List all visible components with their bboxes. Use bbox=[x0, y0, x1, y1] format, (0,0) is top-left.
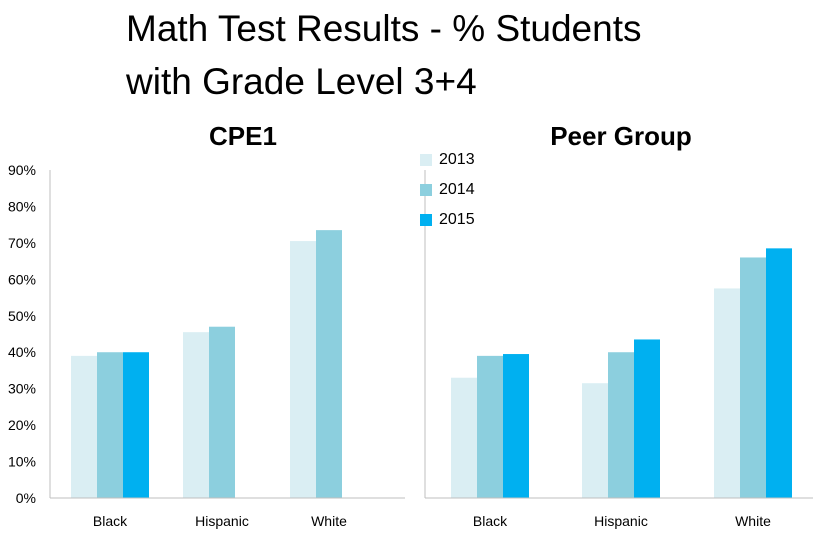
y-tick-label: 0% bbox=[16, 490, 36, 506]
bar-peer-group-2014-white bbox=[740, 257, 766, 498]
bar-peer-group-2015-black bbox=[503, 354, 529, 498]
page-title-line-1: Math Test Results - % Students bbox=[126, 8, 642, 49]
bar-peer-group-2013-black bbox=[451, 377, 477, 498]
y-tick-label: 40% bbox=[8, 344, 36, 360]
x-tick-label: White bbox=[735, 513, 771, 529]
bar-cpe1-2014-white bbox=[316, 230, 342, 498]
legend-label-2014: 2014 bbox=[439, 181, 475, 198]
page-title: Math Test Results - % Students with Grad… bbox=[126, 2, 642, 108]
x-tick-label: Black bbox=[93, 513, 128, 529]
legend-label-2015: 2015 bbox=[439, 211, 475, 228]
y-tick-label: 30% bbox=[8, 381, 36, 397]
bar-cpe1-2015-black bbox=[123, 352, 149, 498]
y-tick-label: 60% bbox=[8, 271, 36, 287]
legend-swatch-2013 bbox=[420, 154, 432, 166]
legend-swatch-2014 bbox=[420, 184, 432, 196]
bar-peer-group-2015-white bbox=[766, 248, 792, 498]
legend: 2013 2014 2015 bbox=[420, 145, 475, 235]
y-tick-label: 80% bbox=[8, 198, 36, 214]
bar-cpe1-2013-black bbox=[71, 355, 97, 498]
bar-cpe1-2013-hispanic bbox=[183, 332, 209, 498]
bar-peer-group-2014-black bbox=[477, 355, 503, 498]
bar-cpe1-2014-hispanic bbox=[209, 326, 235, 498]
y-tick-label: 10% bbox=[8, 454, 36, 470]
bar-peer-group-2013-white bbox=[714, 288, 740, 498]
bar-cpe1-2013-white bbox=[290, 241, 316, 499]
bar-peer-group-2014-hispanic bbox=[608, 352, 634, 498]
bar-peer-group-2015-hispanic bbox=[634, 339, 660, 498]
x-tick-label: White bbox=[311, 513, 347, 529]
chart-title-cpe1: CPE1 bbox=[209, 121, 277, 151]
y-tick-label: 20% bbox=[8, 417, 36, 433]
legend-swatch-2015 bbox=[420, 214, 432, 226]
legend-item-2014: 2014 bbox=[420, 175, 475, 205]
legend-label-2013: 2013 bbox=[439, 151, 475, 168]
legend-item-2013: 2013 bbox=[420, 145, 475, 175]
x-tick-label: Black bbox=[473, 513, 508, 529]
legend-item-2015: 2015 bbox=[420, 205, 475, 235]
x-tick-label: Hispanic bbox=[195, 513, 249, 529]
page-title-line-2: with Grade Level 3+4 bbox=[126, 61, 477, 102]
bar-peer-group-2013-hispanic bbox=[582, 383, 608, 498]
y-tick-label: 90% bbox=[8, 162, 36, 178]
y-tick-label: 70% bbox=[8, 235, 36, 251]
chart-title-peer-group: Peer Group bbox=[550, 121, 692, 151]
y-tick-label: 50% bbox=[8, 308, 36, 324]
x-tick-label: Hispanic bbox=[594, 513, 648, 529]
bar-cpe1-2014-black bbox=[97, 352, 123, 498]
